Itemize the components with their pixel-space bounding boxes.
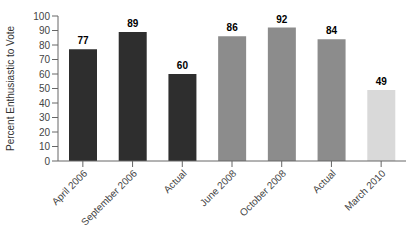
- svg-text:40: 40: [39, 98, 51, 109]
- svg-text:90: 90: [39, 25, 51, 36]
- svg-text:Percent Enthusiastic to Vote: Percent Enthusiastic to Vote: [8, 26, 16, 152]
- svg-text:0: 0: [44, 156, 50, 167]
- svg-text:30: 30: [39, 112, 51, 123]
- svg-text:October 2008: October 2008: [238, 167, 289, 218]
- svg-text:84: 84: [326, 25, 338, 36]
- svg-text:70: 70: [39, 54, 51, 65]
- svg-text:April 2006: April 2006: [50, 167, 90, 207]
- svg-text:Actual: Actual: [161, 168, 188, 195]
- svg-text:10: 10: [39, 141, 51, 152]
- svg-text:March 2010: March 2010: [342, 167, 387, 212]
- svg-text:86: 86: [227, 22, 239, 33]
- svg-text:100: 100: [33, 11, 50, 22]
- svg-text:50: 50: [39, 83, 51, 94]
- svg-text:49: 49: [376, 76, 388, 87]
- svg-text:June 2008: June 2008: [198, 167, 239, 208]
- svg-text:September 2006: September 2006: [79, 167, 139, 227]
- svg-text:80: 80: [39, 40, 51, 51]
- svg-text:92: 92: [276, 14, 288, 25]
- svg-text:60: 60: [39, 69, 51, 80]
- svg-text:60: 60: [177, 60, 189, 71]
- svg-text:Actual: Actual: [310, 168, 337, 195]
- svg-text:89: 89: [127, 18, 139, 29]
- svg-text:20: 20: [39, 127, 51, 138]
- svg-text:77: 77: [77, 35, 89, 46]
